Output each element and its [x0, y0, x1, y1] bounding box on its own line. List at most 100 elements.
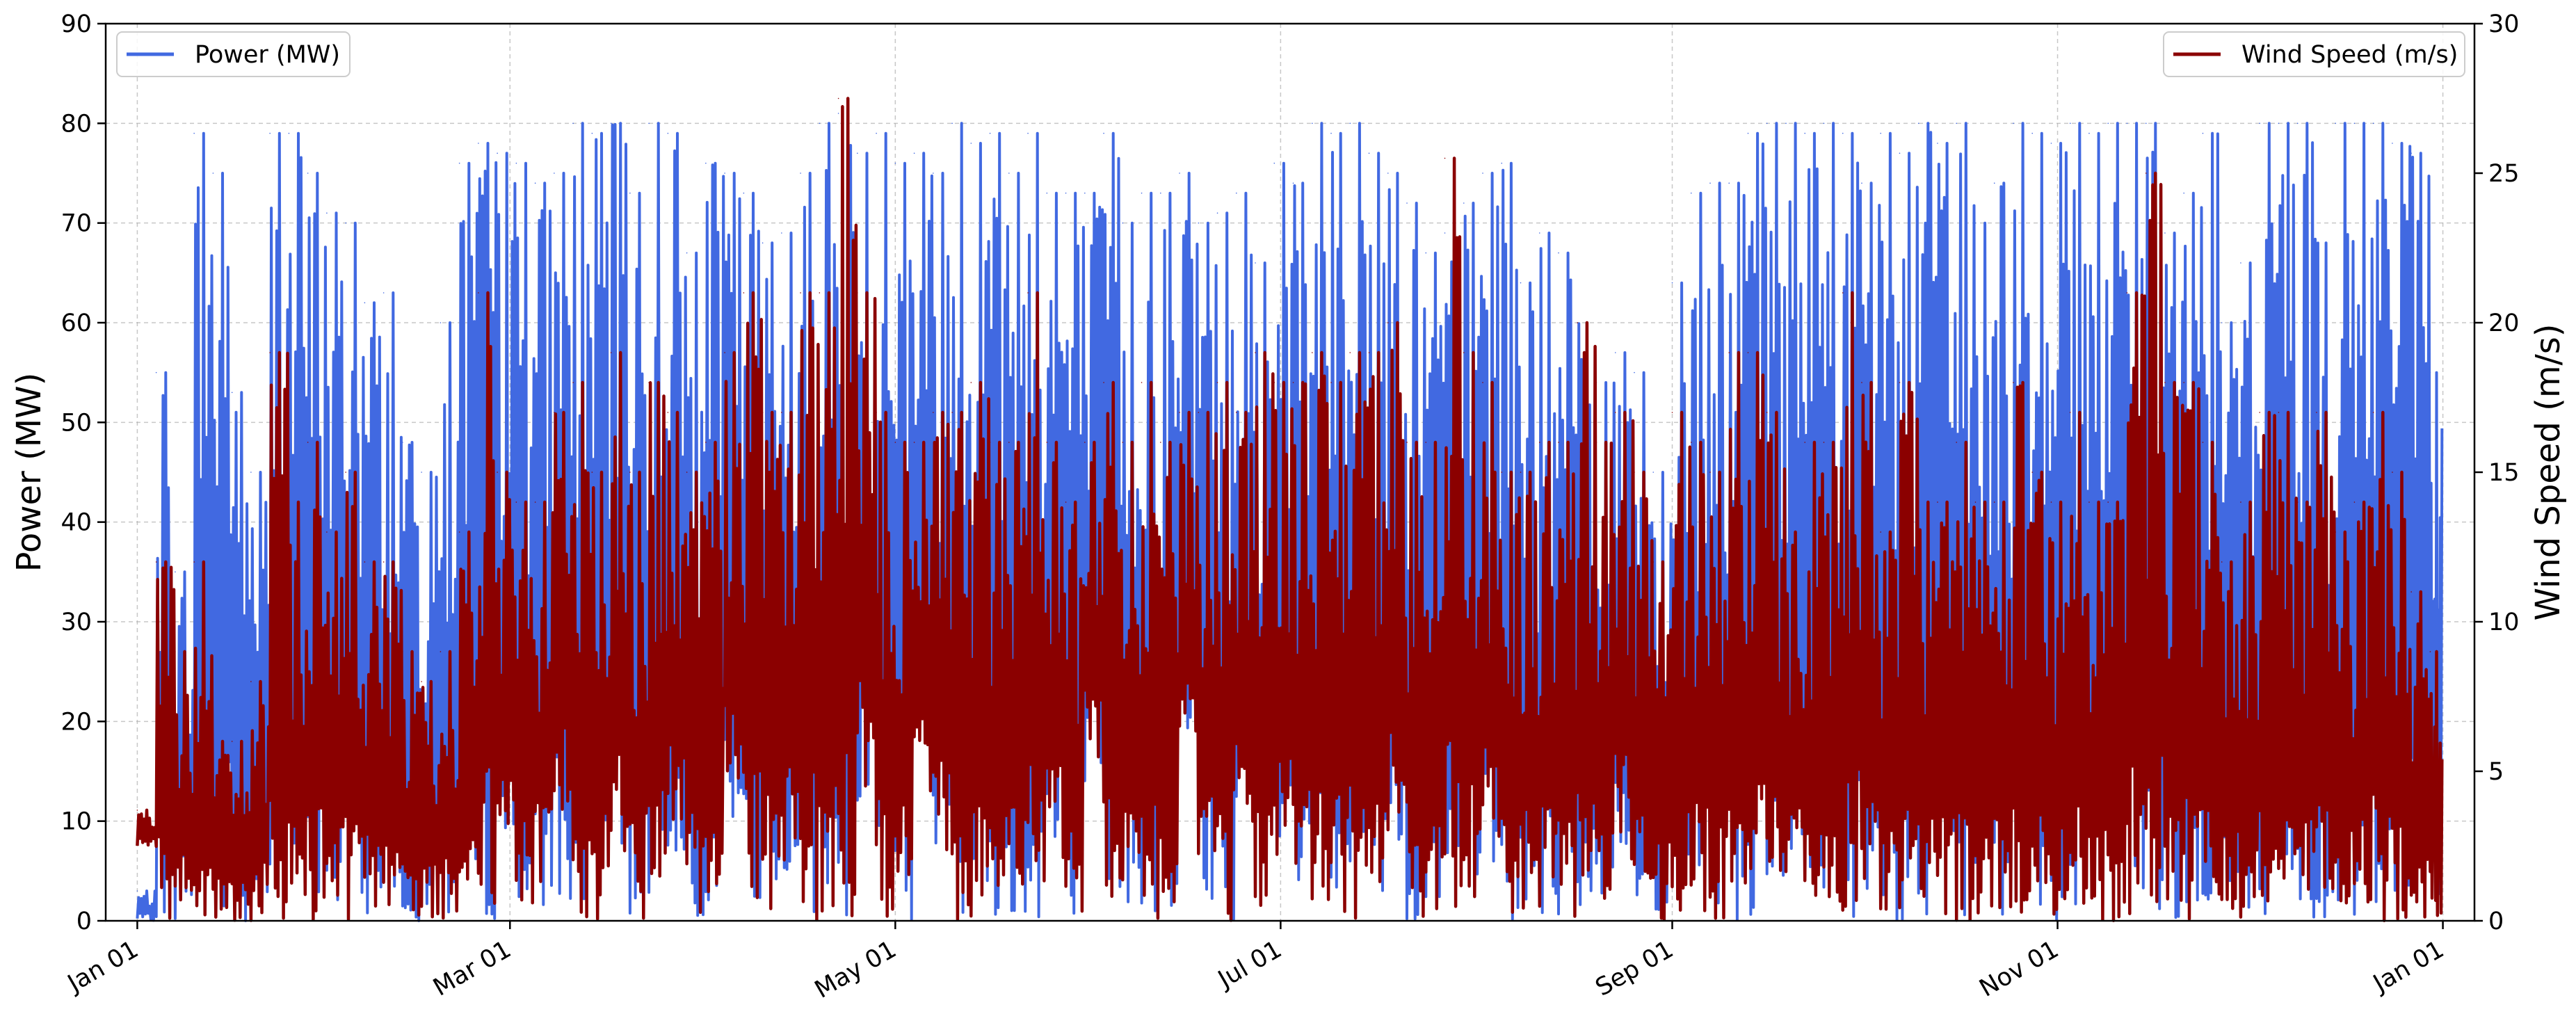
power-data-point — [326, 212, 328, 214]
wind-speed-data-point — [269, 352, 271, 353]
y-axis-left-tick-label: 0 — [77, 908, 92, 935]
wind-speed-data-point — [1501, 472, 1503, 473]
power-data-point — [1425, 252, 1427, 254]
power-data-point — [2316, 242, 2317, 244]
wind-speed-data-point — [421, 681, 422, 682]
wind-speed-data-point — [1956, 442, 1958, 443]
power-data-point — [1804, 132, 1806, 134]
power-data-point — [440, 322, 442, 323]
wind-speed-data-point — [1785, 531, 1787, 533]
wind-speed-data-point — [534, 501, 536, 503]
wind-speed-data-point — [554, 412, 555, 413]
power-data-point — [2259, 122, 2260, 124]
wind-speed-data-point — [781, 412, 782, 413]
wind-speed-data-point — [2069, 412, 2071, 413]
wind-speed-data-point — [1690, 442, 1692, 443]
power-data-point — [345, 222, 346, 224]
wind-speed-data-point — [193, 561, 195, 563]
wind-speed-data-point — [1463, 352, 1465, 353]
power-data-point — [610, 122, 612, 124]
power-data-point — [2429, 371, 2431, 373]
power-data-point — [1311, 122, 1313, 124]
legend-wind-speed-label: Wind Speed (m/s) — [2241, 41, 2458, 69]
wind-speed-data-point — [913, 442, 915, 443]
wind-speed-data-point — [1804, 442, 1806, 443]
wind-speed-data-point — [231, 741, 233, 742]
power-data-point — [1652, 472, 1655, 473]
wind-speed-data-point — [1425, 442, 1427, 443]
power-data-point — [1008, 172, 1010, 174]
wind-speed-data-point — [1937, 501, 1938, 503]
wind-speed-data-point — [800, 292, 801, 293]
wind-speed-data-point — [1595, 442, 1597, 443]
wind-speed-data-point — [1482, 382, 1483, 383]
power-data-point — [1482, 172, 1483, 174]
power-data-point — [2031, 132, 2034, 134]
power-data-point — [1766, 122, 1768, 124]
power-data-point — [1558, 252, 1559, 254]
wind-speed-data-point — [1842, 292, 1844, 293]
wind-speed-data-point — [1577, 322, 1579, 323]
power-data-point — [572, 122, 574, 124]
wind-speed-data-point — [951, 412, 953, 413]
y-axis-left-tick-label: 30 — [61, 609, 92, 636]
wind-speed-data-point — [2259, 412, 2260, 413]
power-data-point — [1709, 182, 1711, 184]
power-data-point — [1292, 182, 1294, 184]
wind-speed-data-point — [1065, 501, 1067, 503]
wind-speed-data-point — [175, 651, 176, 652]
wind-speed-data-point — [1349, 352, 1351, 353]
wind-speed-data-point — [1709, 472, 1711, 473]
wind-speed-data-point — [1330, 382, 1332, 383]
wind-speed-data-point — [1917, 501, 1919, 503]
wind-speed-data-point — [1160, 442, 1161, 443]
wind-speed-data-point — [383, 561, 385, 563]
wind-speed-data-point — [572, 382, 574, 383]
power-data-point — [1406, 202, 1408, 204]
wind-speed-data-point — [458, 531, 460, 533]
power-data-point — [1179, 172, 1180, 174]
wind-speed-data-point — [1141, 382, 1143, 383]
power-data-point — [989, 132, 991, 134]
y-axis-right-tick-label: 30 — [2488, 10, 2520, 38]
power-data-point — [970, 143, 972, 144]
power-data-point — [2221, 322, 2223, 323]
wind-speed-data-point — [155, 561, 157, 563]
power-data-point — [2410, 152, 2412, 154]
wind-speed-data-point — [2429, 651, 2431, 652]
power-data-point — [1728, 182, 1730, 184]
wind-speed-data-point — [819, 292, 821, 293]
power-data-point — [2296, 122, 2299, 124]
y-axis-right-title: Wind Speed (m/s) — [2529, 323, 2568, 620]
wind-speed-data-point — [2126, 292, 2128, 293]
power-data-point — [2392, 143, 2393, 144]
wind-speed-data-point — [307, 442, 309, 443]
wind-speed-data-point — [2392, 472, 2393, 473]
wind-speed-data-point — [1974, 501, 1977, 503]
power-data-point — [1880, 132, 1882, 134]
power-data-point — [402, 442, 403, 443]
wind-speed-data-point — [933, 412, 934, 413]
power-data-point — [2372, 122, 2374, 124]
power-data-point — [1974, 222, 1977, 224]
power-data-point — [288, 132, 290, 134]
power-data-point — [1501, 162, 1503, 164]
power-data-point — [2240, 262, 2241, 264]
wind-speed-data-point — [591, 472, 593, 473]
power-data-point — [231, 392, 233, 394]
y-axis-right-tick-label: 25 — [2488, 160, 2520, 188]
power-data-point — [1198, 222, 1200, 224]
wind-speed-data-point — [1747, 352, 1749, 353]
wind-speed-data-point — [2164, 382, 2166, 383]
power-data-point — [2183, 192, 2184, 194]
wind-speed-data-point — [1861, 382, 1862, 383]
power-data-point — [1520, 282, 1522, 284]
wind-speed-data-point — [857, 292, 858, 293]
power-data-point — [686, 252, 688, 254]
power-data-point — [1917, 122, 1919, 124]
power-data-point — [1387, 172, 1389, 174]
power-data-point — [800, 172, 801, 174]
power-data-point — [2353, 122, 2356, 124]
power-data-point — [951, 122, 953, 124]
power-data-point — [762, 242, 764, 244]
